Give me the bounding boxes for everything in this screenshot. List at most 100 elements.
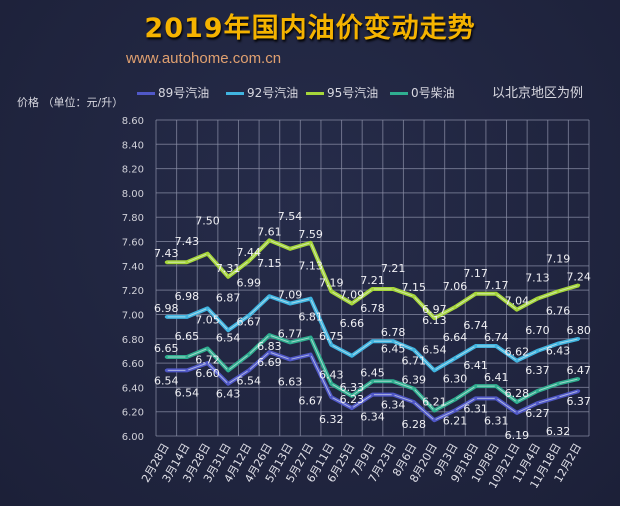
y-tick-label: 7.20 [122, 286, 144, 297]
data-point [371, 287, 374, 291]
data-label: 6.43 [216, 388, 241, 401]
data-label: 6.19 [505, 429, 530, 442]
data-point [535, 401, 539, 405]
data-label: 7.04 [505, 295, 530, 308]
data-label: 6.33 [340, 381, 365, 394]
data-point [309, 297, 313, 301]
data-label: 7.54 [278, 210, 303, 223]
data-point [206, 361, 210, 365]
data-point [164, 315, 168, 319]
data-point [309, 353, 313, 357]
data-point [371, 379, 374, 383]
data-point [412, 387, 416, 391]
data-label: 7.59 [298, 228, 323, 241]
data-label: 7.13 [525, 272, 550, 285]
legend-item-diesel[interactable]: 0号柴油 [390, 86, 455, 101]
data-label: 6.41 [463, 359, 488, 372]
y-tick-label: 6.60 [122, 359, 144, 370]
data-label: 6.28 [505, 387, 530, 400]
data-point [164, 260, 168, 264]
data-label: 7.21 [360, 274, 385, 287]
legend-label: 0号柴油 [411, 86, 455, 100]
data-label: 6.69 [257, 356, 282, 369]
data-label: 6.77 [278, 327, 303, 340]
data-point [391, 287, 395, 291]
data-point [453, 408, 457, 412]
data-label: 6.27 [525, 407, 550, 420]
data-point [453, 398, 457, 402]
data-label: 6.78 [381, 326, 406, 339]
data-label: 7.61 [257, 225, 282, 238]
data-label: 7.24 [566, 270, 591, 283]
data-point [556, 342, 560, 346]
data-point [515, 411, 519, 415]
data-label: 6.98 [175, 290, 200, 303]
data-point [267, 333, 271, 337]
data-label: 6.81 [298, 311, 323, 324]
data-point [267, 350, 271, 354]
data-point [556, 289, 560, 293]
y-tick-label: 6.80 [122, 335, 144, 346]
data-point [350, 354, 354, 358]
data-label: 6.65 [154, 342, 179, 355]
legend-item-95[interactable]: 95号汽油 [306, 86, 378, 101]
data-point [226, 328, 230, 332]
data-label: 6.67 [237, 316, 262, 329]
data-label: 6.54 [154, 374, 179, 387]
data-label: 6.78 [360, 302, 385, 315]
data-label: 6.30 [443, 373, 468, 386]
legend-label: 89号汽油 [158, 86, 210, 100]
data-label: 6.98 [154, 302, 179, 315]
data-point [494, 292, 498, 296]
data-point [185, 260, 189, 264]
data-label: 6.43 [546, 345, 571, 358]
legend-item-92[interactable]: 92号汽油 [226, 86, 298, 101]
data-point [474, 384, 478, 388]
data-label: 6.74 [484, 331, 509, 344]
data-label: 7.21 [381, 262, 406, 275]
data-label: 6.28 [401, 418, 426, 431]
data-label: 6.63 [278, 375, 303, 388]
legend-item-89[interactable]: 89号汽油 [137, 86, 209, 101]
data-label: 7.31 [216, 262, 241, 275]
data-point [412, 348, 416, 352]
legend-swatch [390, 92, 408, 95]
data-label: 7.09 [340, 289, 365, 302]
legend-label: 95号汽油 [327, 86, 379, 100]
data-label: 6.71 [401, 355, 426, 368]
data-label: 6.39 [401, 374, 426, 387]
data-point [432, 408, 436, 412]
y-tick-label: 7.60 [122, 238, 144, 249]
data-point [247, 314, 251, 318]
data-label: 7.43 [154, 247, 179, 260]
legend-label: 92号汽油 [247, 86, 299, 100]
data-label: 6.37 [525, 364, 550, 377]
data-label: 7.06 [443, 280, 468, 293]
data-point [577, 337, 581, 341]
data-label: 6.43 [319, 369, 344, 382]
data-point [247, 353, 251, 357]
data-label: 7.13 [298, 260, 323, 273]
data-point [226, 368, 230, 372]
data-point [371, 393, 374, 397]
data-label: 6.83 [257, 340, 282, 353]
data-point [247, 368, 251, 372]
data-point [185, 315, 189, 319]
data-label: 6.66 [340, 317, 365, 330]
y-tick-label: 8.00 [122, 189, 144, 200]
data-label: 6.31 [484, 414, 509, 427]
data-point [432, 368, 436, 372]
data-label: 7.44 [237, 246, 262, 259]
data-label: 6.75 [319, 330, 344, 343]
data-point [350, 406, 354, 410]
data-label: 6.65 [175, 330, 200, 343]
data-label: 6.13 [422, 314, 447, 327]
data-point [371, 339, 374, 343]
data-point [515, 308, 519, 312]
chart-title: 2019年国内油价变动走势 [144, 13, 476, 44]
data-label: 7.19 [546, 252, 571, 265]
data-point [350, 302, 354, 306]
data-point [309, 241, 313, 245]
data-label: 6.47 [566, 364, 591, 377]
